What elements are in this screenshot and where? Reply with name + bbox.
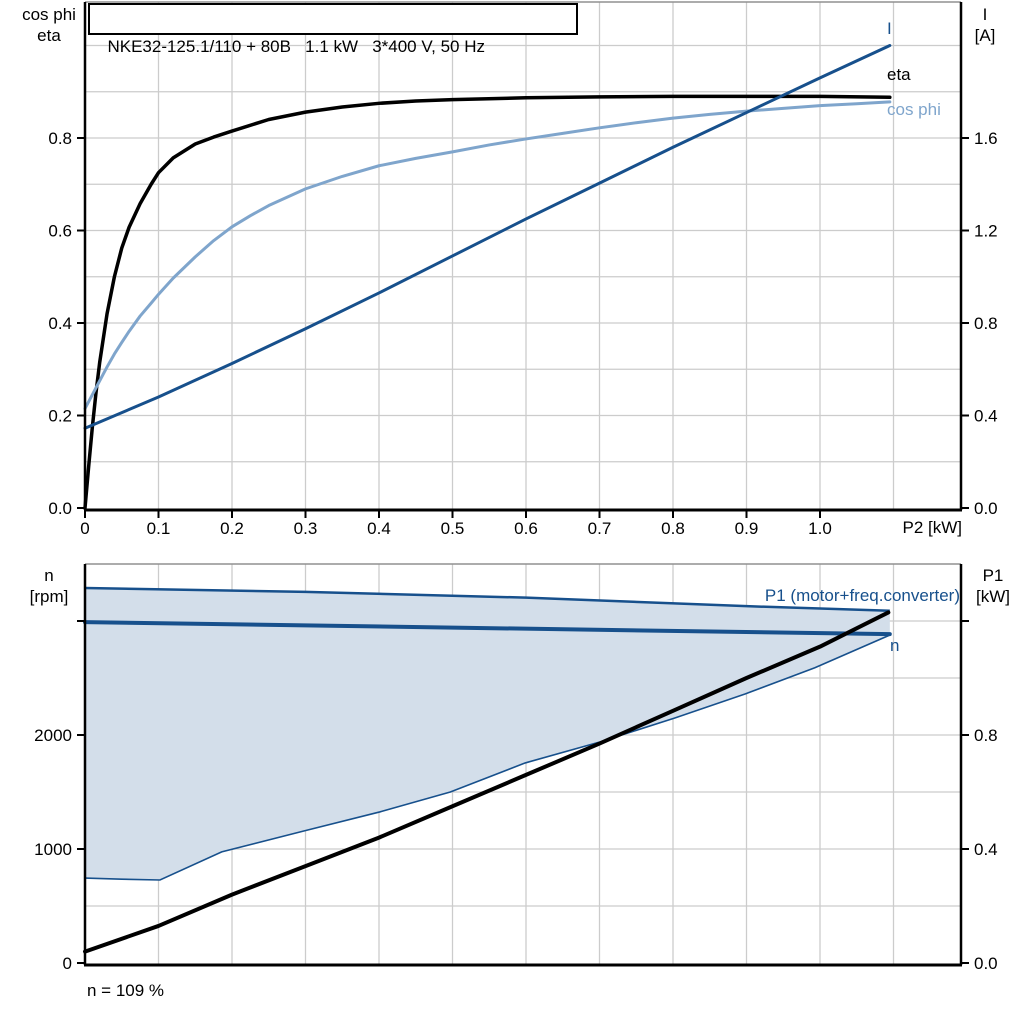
- speed-percentage-annotation: n = 109 %: [87, 981, 165, 1000]
- curve-n: [83, 620, 892, 637]
- curve-label-I: I: [887, 19, 892, 38]
- y-right-tick-label: 0.0: [974, 499, 998, 518]
- x-tick-label: 0: [80, 519, 89, 538]
- y-left-tick-label: 0.8: [48, 129, 72, 148]
- x-tick-label: 0.6: [514, 519, 538, 538]
- x-axis-label: P2 [kW]: [902, 518, 962, 537]
- y-left-tick-label: 2000: [34, 726, 72, 745]
- left-axis-title-line1: cos phi: [22, 5, 76, 24]
- left-axis-title-line2: eta: [37, 26, 61, 45]
- speed-envelope-area: [85, 587, 890, 881]
- envelope-min-speed-edge: [84, 634, 891, 881]
- x-tick-label: 1.0: [808, 519, 832, 538]
- y-right-tick-label: 0.4: [974, 840, 998, 859]
- curve-label-cos-phi: cos phi: [887, 100, 941, 119]
- x-tick-label: 0.7: [588, 519, 612, 538]
- y-right-tick-label: 0.8: [974, 314, 998, 333]
- x-tick-label: 0.3: [294, 519, 318, 538]
- y-right-tick-label: 0.8: [974, 726, 998, 745]
- curve-cos phi: [83, 100, 892, 411]
- y-right-tick-label: 0.4: [974, 407, 998, 426]
- y-right-tick-label: 0.0: [974, 954, 998, 973]
- right-axis-title-line2: [A]: [974, 26, 996, 45]
- bottom-left-axis-title: n [rpm]: [8, 565, 90, 607]
- speed-axis-title-line1: n: [44, 566, 54, 585]
- x-tick-label: 0.9: [735, 519, 759, 538]
- p1-axis-title-line1: P1: [982, 566, 1004, 585]
- y-left-tick-label: 0.2: [48, 407, 72, 426]
- envelope-max-speed-edge: [84, 586, 890, 612]
- curve-eta: [83, 94, 892, 510]
- curve-label-eta: eta: [887, 65, 911, 84]
- bottom-right-axis-title: P1 [kW]: [964, 565, 1022, 607]
- right-axis-title-line1: I: [982, 5, 988, 24]
- y-right-tick-label: 1.2: [974, 222, 998, 241]
- y-left-tick-label: 0.0: [48, 499, 72, 518]
- p1-axis-title-line2: [kW]: [976, 587, 1010, 606]
- gridlines: [85, 2, 961, 510]
- top-chart: 0 0.1 0.2 0.3 0.4 0.5 0.6 0.7 0.8 0.9 1.0 0.0 0.2 0.4…: [48, 1, 998, 538]
- curve-P1: [83, 610, 891, 954]
- top-left-axis-title: cos phi eta: [8, 4, 90, 46]
- x-tick-label: 0.1: [147, 519, 171, 538]
- curve-label-p1: P1 (motor+freq.converter): [764, 586, 960, 605]
- x-tick-label: 0.5: [441, 519, 465, 538]
- x-tick-label: 0.4: [367, 519, 391, 538]
- chart-title-box: NKE32-125.1/110 + 80B 1.1 kW 3*400 V, 50…: [88, 3, 578, 56]
- x-tick-label: 0.8: [661, 519, 685, 538]
- y-left-tick-label: 0: [63, 954, 72, 973]
- speed-axis-title-line2: [rpm]: [29, 587, 69, 606]
- chart-title: NKE32-125.1/110 + 80B 1.1 kW 3*400 V, 50…: [107, 37, 485, 56]
- y-right-tick-label: 1.6: [974, 129, 998, 148]
- top-right-axis-title: I [A]: [953, 4, 1017, 46]
- x-tick-label: 0.2: [220, 519, 244, 538]
- y-left-tick-label: 0.6: [48, 222, 72, 241]
- bottom-chart: 0 1000 2000 0.0 0.4 0.8: [34, 563, 998, 973]
- curve-I: [83, 44, 892, 430]
- y-left-tick-label: 0.4: [48, 314, 72, 333]
- curve-label-n: n: [890, 636, 900, 655]
- y-left-tick-label: 1000: [34, 840, 72, 859]
